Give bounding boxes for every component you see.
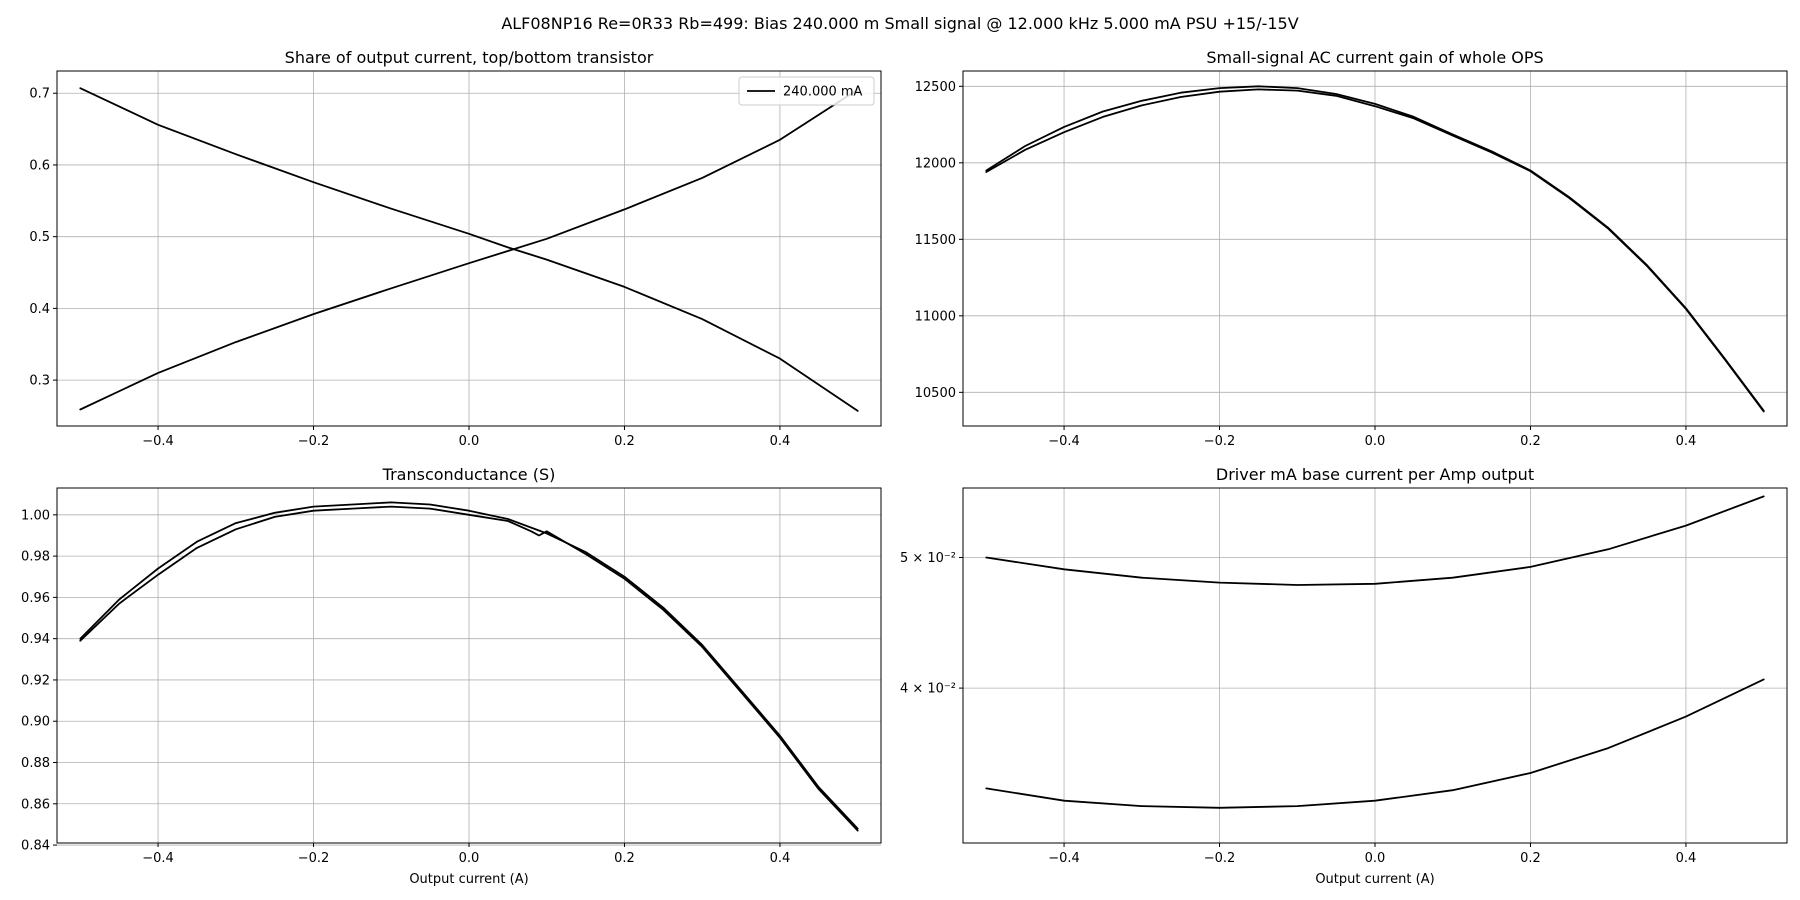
x-tick-label: −0.4 bbox=[142, 851, 174, 866]
x-tick-label: 0.0 bbox=[1365, 434, 1386, 449]
x-tick-label: 0.2 bbox=[1520, 851, 1541, 866]
y-tick-label: 4 × 10⁻² bbox=[900, 682, 956, 697]
series-line-2 bbox=[985, 88, 1765, 413]
x-tick-label: −0.2 bbox=[298, 851, 330, 866]
plot-title: Share of output current, top/bottom tran… bbox=[285, 48, 654, 67]
y-tick-label: 0.92 bbox=[21, 673, 50, 688]
x-tick-label: 0.0 bbox=[459, 851, 480, 866]
y-tick-label: 5 × 10⁻² bbox=[900, 551, 956, 566]
x-axis-label: Output current (A) bbox=[409, 872, 528, 887]
y-tick-label: 0.94 bbox=[21, 632, 50, 647]
series-line-2 bbox=[79, 505, 859, 832]
y-tick-label: 0.6 bbox=[29, 158, 50, 173]
y-tick-label: 0.5 bbox=[29, 230, 50, 245]
y-tick-label: 1.00 bbox=[21, 508, 50, 523]
series-line-1 bbox=[79, 501, 859, 830]
plot-current-share: −0.4 −0.2 0.0 0.2 0.4 0.3 0.4 0.5 0.6 0.7 Share of… bbox=[29, 48, 882, 449]
y-tick-label: 10500 bbox=[915, 386, 956, 401]
y-tick-label: 0.88 bbox=[21, 756, 50, 771]
series-line-1 bbox=[79, 87, 859, 412]
plot-title: Small-signal AC current gain of whole OP… bbox=[1206, 48, 1543, 67]
x-tick-label: 0.2 bbox=[1520, 434, 1541, 449]
y-tick-label: 0.84 bbox=[21, 839, 50, 854]
y-tick-label: 0.86 bbox=[21, 797, 50, 812]
y-tick-label: 0.3 bbox=[29, 374, 50, 389]
series-line-1 bbox=[985, 495, 1765, 586]
y-tick-label: 0.7 bbox=[29, 87, 50, 102]
plot-title: Driver mA base current per Amp output bbox=[1216, 465, 1534, 484]
x-tick-label: 0.4 bbox=[770, 434, 791, 449]
y-tick-label: 0.90 bbox=[21, 715, 50, 730]
x-tick-label: 0.4 bbox=[770, 851, 791, 866]
y-tick-label: 0.98 bbox=[21, 550, 50, 565]
x-tick-label: 0.2 bbox=[614, 434, 635, 449]
legend-box bbox=[738, 76, 875, 106]
plot-driver-base-current: −0.4 −0.2 0.0 0.2 0.4 4 × 10⁻² 5 × 10⁻² Driver … bbox=[900, 465, 1788, 887]
x-axis-label: Output current (A) bbox=[1315, 872, 1434, 887]
plot-title: Transconductance (S) bbox=[382, 465, 556, 484]
series-line-2 bbox=[985, 678, 1765, 809]
legend-entry: 240.000 mA bbox=[783, 85, 863, 100]
y-tick-label: 12500 bbox=[915, 80, 956, 95]
x-tick-label: 0.2 bbox=[614, 851, 635, 866]
y-tick-label: 0.96 bbox=[21, 591, 50, 606]
y-tick-label: 11500 bbox=[915, 233, 956, 248]
x-tick-label: −0.2 bbox=[298, 434, 330, 449]
x-tick-label: −0.4 bbox=[1048, 851, 1080, 866]
x-tick-label: −0.4 bbox=[142, 434, 174, 449]
x-tick-label: 0.4 bbox=[1676, 434, 1697, 449]
plot-ac-current-gain: −0.4 −0.2 0.0 0.2 0.4 10500 11000 11500 12000 125… bbox=[915, 48, 1788, 449]
y-tick-label: 0.4 bbox=[29, 302, 50, 317]
x-tick-label: 0.4 bbox=[1676, 851, 1697, 866]
y-tick-label: 12000 bbox=[915, 156, 956, 171]
x-tick-label: 0.0 bbox=[459, 434, 480, 449]
x-tick-label: −0.2 bbox=[1204, 851, 1236, 866]
x-tick-label: −0.4 bbox=[1048, 434, 1080, 449]
series-line-2 bbox=[79, 88, 859, 411]
y-tick-label: 11000 bbox=[915, 309, 956, 324]
plot-transconductance: −0.4 −0.2 0.0 0.2 0.4 0.84 0.86 0.88 0.90 0.92 0.9… bbox=[21, 465, 882, 887]
x-tick-label: 0.0 bbox=[1365, 851, 1386, 866]
x-tick-label: −0.2 bbox=[1204, 434, 1236, 449]
figure-title: ALF08NP16 Re=0R33 Rb=499: Bias 240.000 m… bbox=[501, 14, 1299, 33]
